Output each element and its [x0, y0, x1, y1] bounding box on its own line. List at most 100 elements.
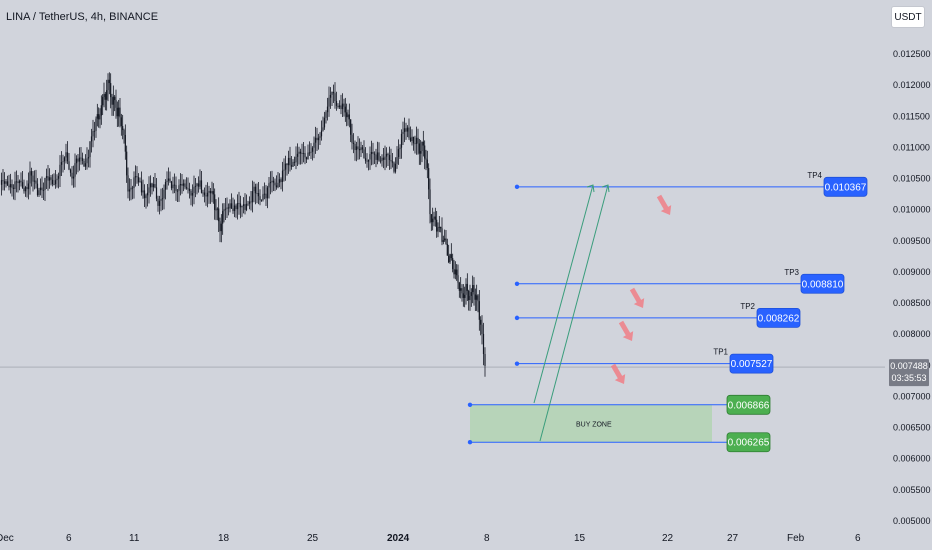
x-tick-label: 6	[855, 533, 861, 544]
y-tick-label: 0.005500	[893, 485, 931, 495]
candle-body	[256, 192, 258, 194]
y-tick-label: 0.012500	[893, 49, 931, 59]
candle-body	[140, 181, 143, 193]
candle-body	[163, 189, 165, 199]
y-tick-label: 0.006500	[893, 423, 931, 433]
candle-body	[250, 201, 252, 203]
candle-body	[158, 200, 161, 206]
candle-body	[343, 103, 345, 107]
candle-body	[45, 176, 48, 178]
candle-body	[8, 185, 10, 188]
up-arrow-head	[586, 184, 595, 193]
candle-body	[245, 203, 248, 210]
candle-body	[263, 193, 266, 195]
candle-body	[272, 180, 275, 183]
candle-body	[47, 176, 49, 181]
current-price-badge	[889, 359, 929, 387]
level-handle[interactable]	[514, 184, 520, 190]
candle-body	[351, 134, 353, 143]
y-tick-label: 0.011500	[893, 111, 930, 121]
candle-body	[233, 205, 236, 212]
candle-body	[17, 181, 19, 184]
candle-body	[400, 133, 403, 148]
candle-body	[352, 142, 355, 145]
candle-body	[424, 145, 426, 159]
candle-body	[251, 191, 254, 203]
candle-body	[220, 223, 222, 232]
buy-zone-layer: BUY ZONE	[470, 404, 712, 443]
candle-body	[18, 180, 21, 184]
candle-body	[48, 177, 51, 181]
up-arrow	[533, 184, 594, 404]
candle-body	[289, 157, 291, 166]
candle-body	[253, 186, 255, 192]
y-tick-label: 0.009000	[893, 267, 931, 277]
candle-body	[137, 177, 140, 183]
candle-body	[102, 97, 104, 106]
candle-body	[412, 136, 415, 144]
candle-body	[271, 180, 273, 183]
candle-body	[454, 269, 456, 275]
x-tick-label: 27	[727, 533, 739, 544]
x-tick-label: Feb	[787, 533, 805, 544]
level-tag: TP1	[713, 348, 728, 357]
candle-body	[166, 180, 168, 183]
candle-body	[130, 187, 132, 190]
candle-body	[60, 162, 63, 165]
candle-body	[187, 188, 189, 190]
down-arrow-shape	[656, 194, 672, 216]
candle-body	[65, 152, 67, 158]
candle-body	[402, 131, 404, 134]
candle-body	[100, 105, 102, 116]
candle-body	[346, 112, 348, 118]
candle-body	[350, 119, 352, 135]
candle-body	[63, 157, 66, 162]
y-tick-label: 0.008500	[893, 298, 931, 308]
candle-body	[428, 168, 430, 190]
candle-body	[465, 283, 467, 295]
candle-body	[397, 149, 400, 158]
candle-body	[142, 190, 144, 193]
candle-body	[41, 187, 43, 191]
candle-body	[458, 282, 460, 291]
level-value: 0.008262	[758, 313, 800, 324]
level-handle[interactable]	[467, 440, 473, 445]
candle-body	[9, 184, 12, 188]
candle-body	[432, 218, 434, 223]
y-tick-label: 0.009500	[893, 236, 931, 246]
candle-body	[310, 151, 312, 153]
candle-body	[120, 117, 122, 127]
candle-body	[301, 153, 303, 154]
level-handle[interactable]	[514, 361, 520, 366]
candle-body	[227, 207, 230, 209]
candle-body	[340, 105, 342, 110]
currency-button[interactable]: USDT	[891, 6, 925, 28]
candle-body	[235, 205, 237, 210]
candle-body	[269, 182, 272, 184]
chart-title: LINA / TetherUS, 4h, BINANCE	[6, 11, 159, 23]
level-handle[interactable]	[514, 315, 520, 321]
y-tick-label: 0.005000	[893, 516, 931, 526]
candle-body	[75, 158, 78, 164]
candle-body	[151, 183, 153, 188]
candle-body	[284, 163, 287, 170]
candle-body	[154, 184, 156, 188]
buy-zone-label: BUY ZONE	[576, 422, 612, 429]
x-tick-label: 15	[574, 533, 586, 544]
candle-body	[338, 105, 341, 108]
candle-body	[188, 188, 191, 191]
candle-body	[450, 254, 452, 259]
candle-body	[408, 127, 410, 138]
candle-body	[2, 180, 4, 182]
level-handle[interactable]	[514, 281, 520, 286]
candle-body	[123, 130, 125, 135]
candle-body	[268, 183, 270, 188]
candle-body	[372, 151, 374, 154]
candle-body	[444, 238, 446, 241]
level-handle[interactable]	[467, 402, 473, 408]
candle-body	[193, 186, 195, 194]
candle-body	[376, 152, 379, 160]
candle-body	[194, 185, 197, 187]
candle-body	[212, 191, 214, 195]
